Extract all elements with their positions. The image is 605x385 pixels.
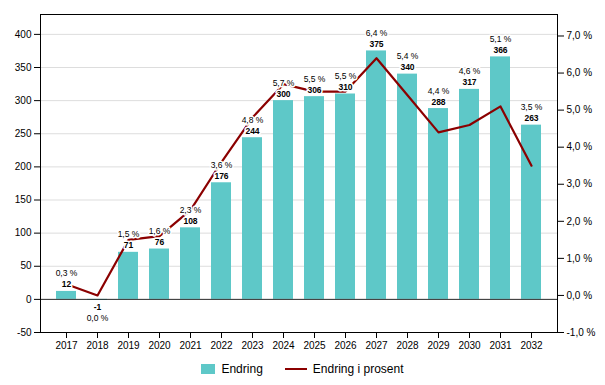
- svg-text:4,6 %: 4,6 %: [459, 66, 481, 76]
- svg-text:0,0 %: 0,0 %: [567, 290, 593, 301]
- svg-text:0: 0: [26, 294, 32, 305]
- svg-text:5,5 %: 5,5 %: [304, 74, 326, 84]
- html-text:Endring: Endring: [221, 362, 263, 376]
- svg-text:2032: 2032: [520, 340, 543, 351]
- svg-text:306: 306: [307, 85, 321, 95]
- svg-text:2,3 %: 2,3 %: [180, 205, 202, 215]
- svg-text:50: 50: [20, 260, 32, 271]
- svg-text:317: 317: [462, 77, 476, 87]
- svg-text:150: 150: [15, 194, 32, 205]
- svg-text:-50: -50: [17, 327, 32, 338]
- svg-text:2025: 2025: [303, 340, 326, 351]
- svg-text:-1,0 %: -1,0 %: [567, 327, 596, 338]
- svg-text:2021: 2021: [179, 340, 202, 351]
- svg-text:108: 108: [183, 216, 197, 226]
- svg-text:288: 288: [431, 97, 445, 107]
- svg-text:3,5 %: 3,5 %: [521, 102, 543, 112]
- svg-text:244: 244: [245, 126, 259, 136]
- svg-text:6,4 %: 6,4 %: [366, 28, 388, 38]
- svg-text:5,0 %: 5,0 %: [567, 104, 593, 115]
- svg-text:200: 200: [15, 161, 32, 172]
- svg-text:2020: 2020: [148, 340, 171, 351]
- svg-text:0,0 %: 0,0 %: [87, 313, 109, 323]
- svg-text:3,0 %: 3,0 %: [567, 178, 593, 189]
- svg-text:76: 76: [155, 237, 165, 247]
- svg-text:3,6 %: 3,6 %: [211, 160, 233, 170]
- svg-text:12: 12: [62, 279, 72, 289]
- svg-text:375: 375: [369, 39, 383, 49]
- svg-text:366: 366: [493, 45, 507, 55]
- svg-text:2029: 2029: [427, 340, 450, 351]
- svg-text:2028: 2028: [396, 340, 419, 351]
- svg-text:2027: 2027: [365, 340, 388, 351]
- svg-text:6,0 %: 6,0 %: [567, 67, 593, 78]
- svg-text:2022: 2022: [210, 340, 233, 351]
- svg-text:2023: 2023: [241, 340, 264, 351]
- svg-text:2026: 2026: [334, 340, 357, 351]
- svg-text:100: 100: [15, 227, 32, 238]
- svg-text:-1: -1: [94, 302, 102, 312]
- svg-text:2018: 2018: [86, 340, 109, 351]
- svg-text:5,7 %: 5,7 %: [273, 78, 295, 88]
- svg-text:2024: 2024: [272, 340, 295, 351]
- svg-text:4,4 %: 4,4 %: [428, 86, 450, 96]
- svg-text:4,0 %: 4,0 %: [567, 141, 593, 152]
- svg-text:340: 340: [400, 62, 414, 72]
- svg-text:1,5 %: 1,5 %: [118, 229, 140, 239]
- svg-text:263: 263: [524, 113, 538, 123]
- svg-text:7,0 %: 7,0 %: [567, 30, 593, 41]
- svg-text:400: 400: [15, 29, 32, 40]
- svg-text:2031: 2031: [489, 340, 512, 351]
- svg-text:5,5 %: 5,5 %: [335, 71, 357, 81]
- svg-text:5,1 %: 5,1 %: [490, 34, 512, 44]
- svg-text:1,0 %: 1,0 %: [567, 253, 593, 264]
- svg-text:0,3 %: 0,3 %: [56, 268, 78, 278]
- svg-text:2017: 2017: [55, 340, 78, 351]
- svg-text:250: 250: [15, 128, 32, 139]
- svg-text:5,4 %: 5,4 %: [397, 51, 419, 61]
- svg-text:1,6 %: 1,6 %: [149, 226, 171, 236]
- html-text:Endring i prosent: Endring i prosent: [312, 362, 404, 376]
- svg-text:2019: 2019: [117, 340, 140, 351]
- svg-text:176: 176: [214, 171, 228, 181]
- svg-text:71: 71: [124, 240, 134, 250]
- svg-text:4,8 %: 4,8 %: [242, 115, 264, 125]
- svg-text:2030: 2030: [458, 340, 481, 351]
- svg-text:350: 350: [15, 62, 32, 73]
- svg-text:2,0 %: 2,0 %: [567, 216, 593, 227]
- svg-text:300: 300: [276, 89, 290, 99]
- svg-text:310: 310: [338, 82, 352, 92]
- svg-text:300: 300: [15, 95, 32, 106]
